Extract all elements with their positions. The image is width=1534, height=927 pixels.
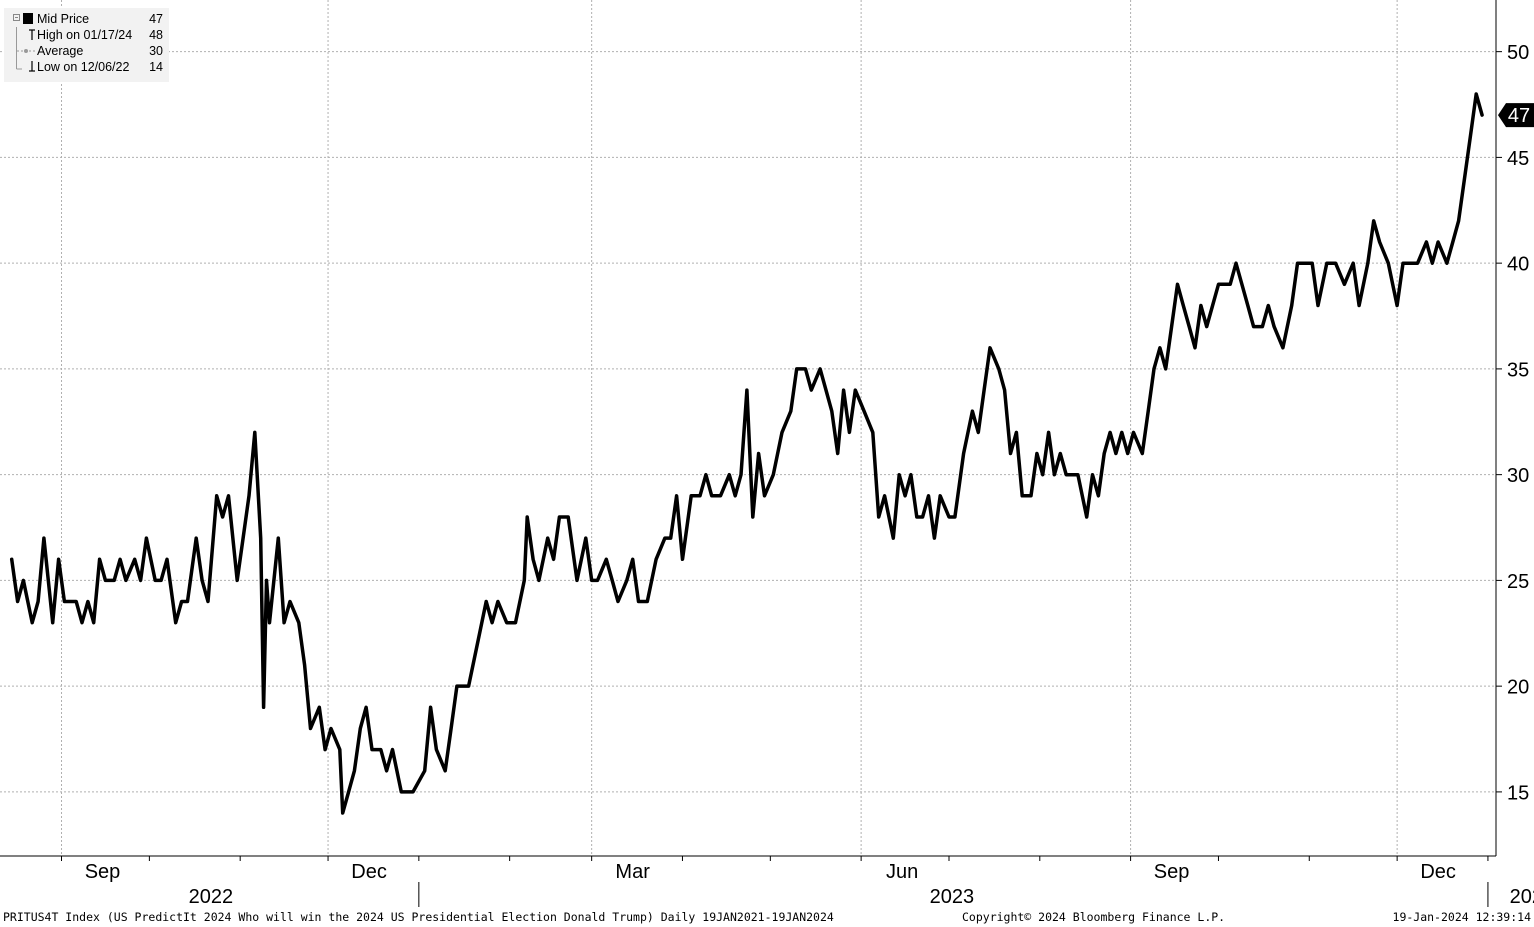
- low-marker-icon: [16, 59, 35, 72]
- legend-label: Mid Price: [37, 12, 90, 26]
- collapse-square-icon: [13, 13, 33, 24]
- last-value-tag: [1498, 103, 1534, 128]
- legend-value: 47: [149, 12, 163, 26]
- x-year-label: 2024: [1510, 886, 1534, 908]
- footer-copyright: Copyright© 2024 Bloomberg Finance L.P.: [962, 910, 1226, 924]
- y-tick-label: 25: [1507, 571, 1529, 593]
- y-tick-label: 40: [1507, 254, 1529, 276]
- y-tick-label: 15: [1507, 782, 1529, 804]
- legend-label: High on 01/17/24: [37, 28, 133, 42]
- axes: 15 20 25 30 35 40 45 50 Sep Dec Mar Jun Sep Dec 2022 20…: [0, 0, 1534, 908]
- legend-item-low: Low on 12/06/22 14: [4, 59, 169, 75]
- x-month-label: Dec: [351, 861, 387, 883]
- legend-item-mid-price: Mid Price 47: [4, 11, 169, 27]
- legend-value: 14: [149, 60, 163, 74]
- high-marker-icon: [16, 27, 35, 43]
- y-tick-label: 30: [1507, 465, 1529, 487]
- x-month-label: Dec: [1420, 861, 1456, 883]
- legend-item-average: Average 30: [4, 43, 169, 59]
- footer-timestamp: 19-Jan-2024 12:39:14: [1392, 910, 1531, 924]
- y-tick-label: 20: [1507, 677, 1529, 699]
- legend-label: Low on 12/06/22: [37, 60, 130, 74]
- last-value-marker: 47: [1498, 103, 1534, 128]
- y-tick-label: 45: [1507, 148, 1529, 170]
- footer-description: PRITUS4T Index (US PredictIt 2024 Who wi…: [3, 910, 834, 924]
- legend-value: 48: [149, 28, 163, 42]
- x-month-label: Mar: [615, 861, 650, 883]
- average-marker-icon: [16, 43, 35, 59]
- y-tick-label: 50: [1507, 42, 1529, 64]
- legend-item-high: High on 01/17/24 48: [4, 27, 169, 43]
- legend-label: Average: [37, 44, 84, 58]
- mid-price-line: [9, 92, 1484, 815]
- x-month-label: Sep: [85, 861, 121, 883]
- legend-value: 30: [149, 44, 163, 58]
- x-year-label: 2023: [930, 886, 975, 908]
- x-year-label: 2022: [189, 886, 234, 908]
- last-value-label: 47: [1508, 105, 1530, 127]
- legend: Mid Price 47 High on 01/17/24 48 Average…: [4, 8, 169, 82]
- x-month-label: Sep: [1154, 861, 1190, 883]
- x-month-label: Jun: [886, 861, 918, 883]
- y-tick-label: 35: [1507, 359, 1529, 381]
